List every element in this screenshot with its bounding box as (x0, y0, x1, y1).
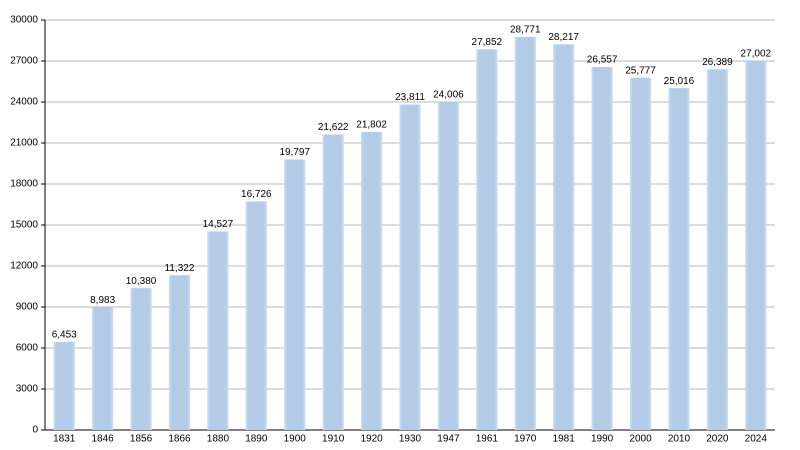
x-tick-label: 2010 (668, 434, 691, 445)
y-tick-label: 24000 (10, 97, 38, 108)
x-tick-label: 1900 (284, 434, 307, 445)
bar-shade (168, 275, 191, 430)
value-label: 6,453 (52, 329, 77, 340)
value-label: 25,016 (664, 76, 695, 87)
y-tick-label: 12000 (10, 261, 38, 272)
value-label: 23,811 (395, 92, 425, 103)
value-label: 19,797 (279, 147, 310, 158)
bar-shade (53, 341, 75, 430)
value-label: 21,802 (356, 120, 387, 131)
y-tick-label: 0 (32, 425, 38, 436)
value-label: 21,622 (318, 122, 349, 133)
value-label: 28,217 (548, 32, 579, 43)
value-label: 14,527 (203, 219, 234, 230)
bar-shade (92, 307, 114, 430)
bar-shade (245, 201, 267, 430)
bar-shade (706, 69, 728, 430)
y-tick-label: 21000 (10, 138, 38, 149)
y-tick-label: 18000 (10, 179, 38, 190)
value-label: 27,852 (472, 37, 503, 48)
x-tick-label: 2024 (745, 434, 768, 445)
x-tick-label: 1930 (399, 434, 422, 445)
bar-shade (553, 44, 575, 430)
x-tick-label: 1846 (92, 434, 115, 445)
x-tick-label: 1920 (360, 434, 383, 445)
value-label: 10,380 (126, 276, 157, 287)
value-label: 8,983 (90, 295, 115, 306)
y-tick-label: 9000 (16, 302, 39, 313)
bar-shade (745, 60, 767, 431)
x-tick-label: 1947 (437, 434, 460, 445)
x-tick-label: 1970 (514, 434, 537, 445)
value-label: 16,726 (241, 189, 272, 200)
bar-shade (476, 49, 498, 431)
y-tick-label: 3000 (16, 384, 39, 395)
value-label: 26,389 (702, 57, 733, 68)
x-tick-label: 1880 (207, 434, 230, 445)
x-tick-label: 1981 (553, 434, 576, 445)
bar-shade (437, 101, 459, 430)
x-tick-label: 1866 (168, 434, 191, 445)
bar-shade (668, 88, 690, 430)
value-label: 28,771 (510, 24, 541, 35)
y-tick-label: 30000 (10, 15, 38, 26)
bar-shade (399, 104, 421, 430)
x-tick-label: 2000 (629, 434, 652, 445)
bar-shade (130, 288, 152, 430)
bar-shade (361, 132, 383, 430)
x-tick-label: 1961 (476, 434, 499, 445)
x-tick-label: 2020 (706, 434, 729, 445)
bar-shade (207, 231, 229, 430)
bar-shade (591, 67, 613, 431)
y-tick-label: 27000 (10, 56, 38, 67)
value-label: 24,006 (433, 90, 464, 101)
x-tick-label: 1831 (53, 434, 76, 445)
value-label: 27,002 (740, 49, 771, 60)
bar-shade (514, 36, 536, 431)
x-tick-label: 1910 (322, 434, 345, 445)
bar-shade (322, 134, 344, 430)
bar-shade (629, 77, 652, 431)
value-label: 11,322 (165, 263, 195, 274)
y-tick-label: 15000 (10, 220, 38, 231)
x-tick-label: 1890 (245, 434, 268, 445)
x-tick-label: 1856 (130, 434, 153, 445)
bar-shade (284, 159, 306, 431)
y-tick-label: 6000 (16, 343, 39, 354)
value-label: 26,557 (587, 55, 618, 66)
x-tick-label: 1990 (591, 434, 614, 445)
value-label: 25,777 (625, 65, 656, 76)
